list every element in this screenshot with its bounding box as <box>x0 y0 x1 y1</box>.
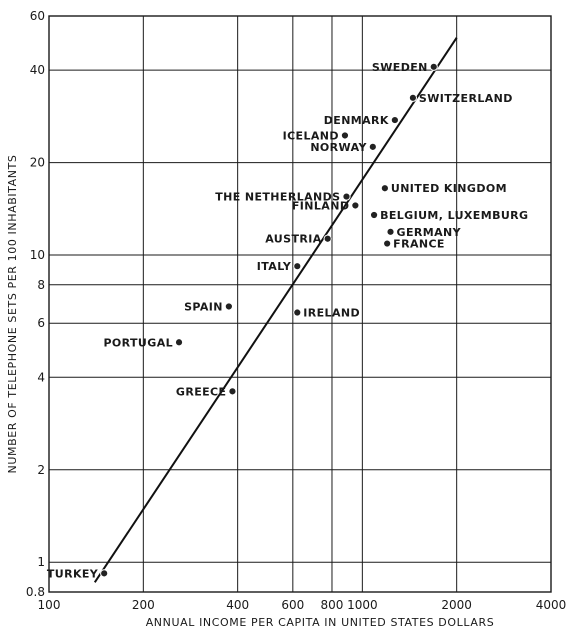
data-points <box>100 62 438 578</box>
point-label: IRELAND <box>303 307 360 320</box>
point-label: NORWAY <box>310 141 367 154</box>
y-tick-label: 60 <box>30 9 45 23</box>
x-tick-label: 200 <box>132 598 155 612</box>
data-point <box>386 227 395 236</box>
x-tick-label: 100 <box>38 598 61 612</box>
y-tick-label: 0.8 <box>26 585 45 599</box>
data-point <box>369 210 379 220</box>
point-label: TURKEY <box>47 567 99 580</box>
point-label: ITALY <box>257 260 292 273</box>
x-tick-label: 800 <box>321 598 344 612</box>
y-tick-label: 6 <box>37 316 45 330</box>
data-point <box>224 302 233 311</box>
point-label: FRANCE <box>393 238 445 251</box>
y-tick-label: 4 <box>37 370 45 384</box>
x-axis-title: ANNUAL INCOME PER CAPITA IN UNITED STATE… <box>146 616 495 629</box>
data-point <box>342 192 351 201</box>
data-point <box>408 93 418 102</box>
point-label: UNITED KINGDOM <box>391 182 507 195</box>
point-label: FINLAND <box>292 199 349 212</box>
point-label: SWEDEN <box>372 61 428 74</box>
data-point <box>323 234 332 243</box>
data-point <box>380 184 389 193</box>
point-label: GERMANY <box>397 226 462 239</box>
y-tick-label: 1 <box>37 555 45 569</box>
data-point <box>390 115 399 125</box>
point-label: DENMARK <box>324 114 389 127</box>
point-label: SPAIN <box>184 300 223 313</box>
y-tick-label: 8 <box>37 278 45 292</box>
data-point <box>100 569 109 578</box>
data-point <box>228 387 237 396</box>
trend-line <box>93 37 458 583</box>
data-point <box>293 262 302 271</box>
grid-lines <box>49 16 551 592</box>
data-point <box>174 338 184 347</box>
data-point <box>368 142 377 151</box>
x-tick-label: 400 <box>226 598 249 612</box>
axis-ticks: 100 200 400 600 800 1000 2000 4000 0.8 1 2 4 6 8 10 20 4… <box>26 9 566 612</box>
data-point <box>351 201 360 210</box>
data-point <box>429 62 438 71</box>
data-point <box>293 308 302 317</box>
x-tick-label: 2000 <box>441 598 472 612</box>
point-label: THE NETHERLANDS <box>215 191 340 204</box>
point-label: BELGIUM, LUXEMBURG <box>380 209 528 222</box>
point-label: ICELAND <box>283 129 339 142</box>
y-tick-label: 40 <box>30 63 45 77</box>
y-tick-label: 2 <box>37 463 45 477</box>
x-tick-label: 600 <box>281 598 304 612</box>
point-label: PORTUGAL <box>103 336 173 349</box>
point-label: GREECE <box>176 385 227 398</box>
x-tick-label: 4000 <box>536 598 567 612</box>
data-point <box>340 131 350 140</box>
y-tick-label: 20 <box>30 156 45 170</box>
data-point <box>383 239 392 248</box>
point-label: SWITZERLAND <box>419 92 513 105</box>
plot-frame <box>48 15 552 593</box>
y-axis-title: NUMBER OF TELEPHONE SETS PER 100 INHABIT… <box>6 154 19 473</box>
y-tick-label: 10 <box>30 248 45 262</box>
x-tick-label: 1000 <box>347 598 378 612</box>
point-label: AUSTRIA <box>265 233 321 246</box>
